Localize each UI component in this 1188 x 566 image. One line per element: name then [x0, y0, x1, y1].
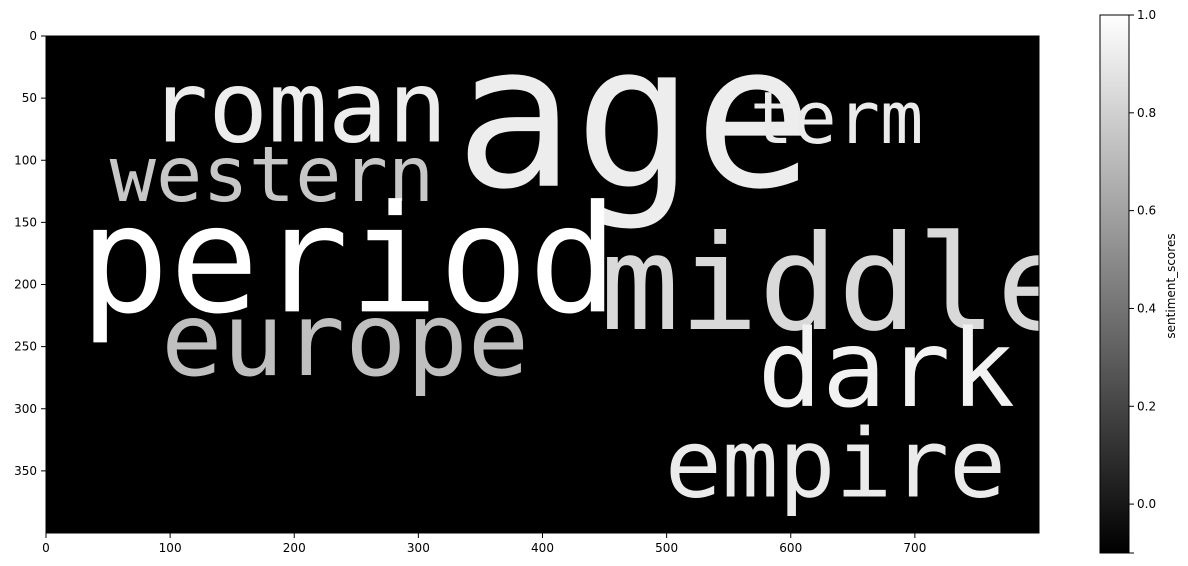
y-tick-label: 50	[22, 91, 37, 105]
word-dark: dark	[758, 308, 1015, 432]
y-tick-label: 250	[14, 340, 37, 354]
word-empire: empire	[665, 410, 1006, 520]
image-background	[46, 36, 1039, 533]
y-tick-label: 200	[14, 278, 37, 292]
x-tick-label: 100	[159, 541, 182, 555]
x-tick-label: 400	[531, 541, 554, 555]
y-tick-label: 150	[14, 215, 37, 229]
word-period: period	[80, 174, 619, 347]
x-tick-label: 0	[42, 541, 50, 555]
x-tick-label: 300	[407, 541, 430, 555]
colorbar-tick-label: 0.6	[1137, 204, 1156, 218]
x-tick-label: 200	[283, 541, 306, 555]
x-tick-label: 600	[779, 541, 802, 555]
y-tick-label: 100	[14, 153, 37, 167]
word-term: term	[750, 76, 924, 160]
y-axis: 0 50 100 150 200 250 300 350	[14, 29, 46, 478]
word-roman: roman	[148, 51, 447, 166]
x-axis: 0 100 200 300 400 500 600 700	[42, 533, 926, 555]
colorbar: 0.0 0.2 0.4 0.6 0.8 1.0	[1099, 8, 1156, 554]
colorbar-tick-label: 0.8	[1137, 106, 1156, 120]
colorbar-tick-label: 0.4	[1137, 301, 1156, 315]
colorbar-tick-label: 0.0	[1137, 497, 1156, 511]
colorbar-tick-label: 0.2	[1137, 399, 1156, 413]
word-age: age	[455, 1, 814, 233]
word-europe: europe	[161, 281, 529, 400]
x-tick-label: 700	[903, 541, 926, 555]
word-western: western	[110, 130, 435, 220]
colorbar-gradient	[1099, 14, 1130, 554]
colorbar-tick-label: 1.0	[1137, 8, 1156, 22]
y-tick-label: 350	[14, 464, 37, 478]
y-tick-label: 300	[14, 402, 37, 416]
y-tick-label: 0	[29, 29, 37, 43]
x-tick-label: 500	[655, 541, 678, 555]
word-middle: middle	[600, 208, 1076, 361]
colorbar-label: sentiment_scores	[1164, 233, 1178, 338]
